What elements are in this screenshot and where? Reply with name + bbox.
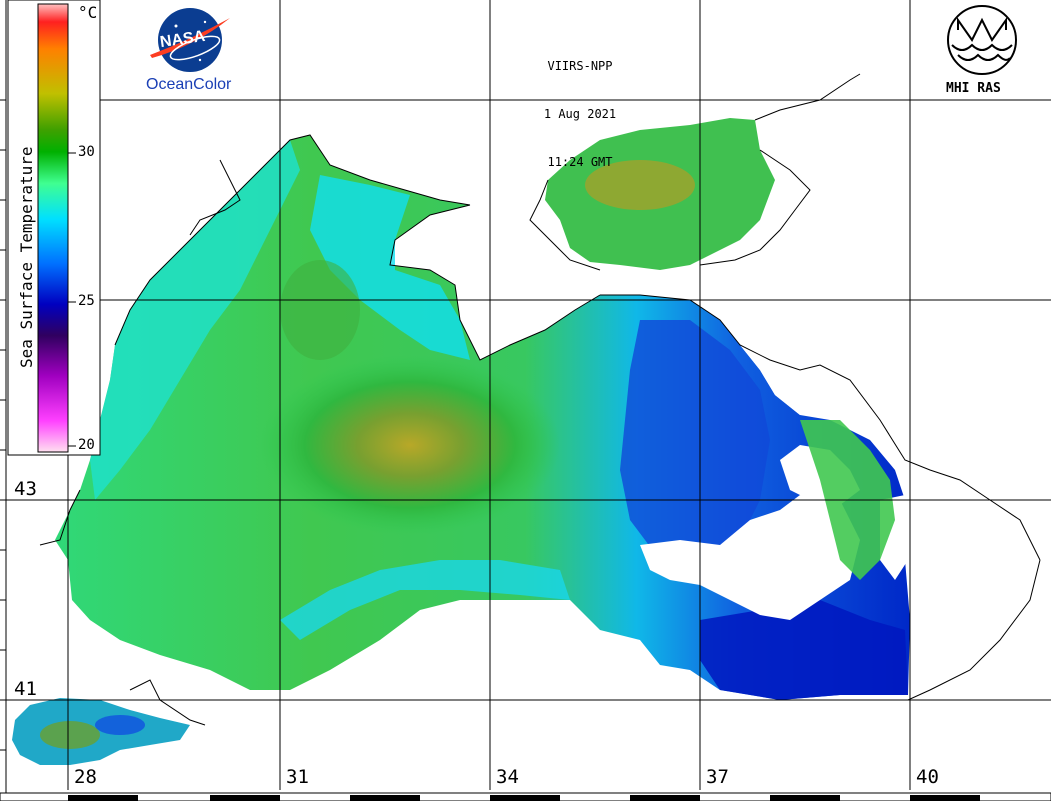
- colorbar-tick-20: 20: [78, 437, 95, 453]
- sensor-label: VIIRS-NPP: [547, 59, 613, 73]
- colorbar: [37, 3, 69, 453]
- colorbar-ticks: [68, 152, 76, 447]
- eastern-cold: [620, 320, 770, 570]
- satellite-info: VIIRS-NPP 1 Aug 2021 11:24 GMT: [520, 26, 640, 186]
- colorbar-unit: °C: [78, 3, 98, 22]
- warm-core: [260, 355, 560, 535]
- oceancolor-label: OceanColor: [146, 76, 232, 93]
- warm-spot: [280, 260, 360, 360]
- colorbar-tick-30: 30: [78, 144, 95, 160]
- marmara-cool: [95, 715, 145, 735]
- lon-label-37: 37: [706, 766, 729, 788]
- lon-label-31: 31: [286, 766, 309, 788]
- sea-of-marmara: [12, 698, 190, 765]
- left-ruler: [0, 0, 7, 801]
- bottom-ruler: [0, 792, 1051, 801]
- mhi-ras-logo: [947, 5, 1017, 75]
- nasa-logo: [150, 8, 230, 72]
- southeast-cold: [700, 600, 908, 700]
- cloud-mask-east: [640, 495, 860, 620]
- time-label: 11:24 GMT: [547, 155, 613, 169]
- date-label: 1 Aug 2021: [543, 107, 617, 121]
- western-shelf: [90, 140, 300, 500]
- marmara-warm: [40, 721, 100, 749]
- lon-label-40: 40: [916, 766, 939, 788]
- azov-warm: [585, 160, 695, 210]
- lat-label-41: 41: [14, 678, 37, 700]
- lon-label-28: 28: [74, 766, 97, 788]
- lon-label-34: 34: [496, 766, 519, 788]
- lat-label-43: 43: [14, 478, 37, 500]
- colorbar-tick-25: 25: [78, 293, 95, 309]
- colorbar-title: Sea Surface Temperature: [17, 146, 36, 368]
- cyan-south: [280, 560, 570, 640]
- white-east-coast: [740, 345, 820, 415]
- cyan-north: [310, 175, 470, 360]
- mhi-ras-label: MHI RAS: [946, 81, 1001, 96]
